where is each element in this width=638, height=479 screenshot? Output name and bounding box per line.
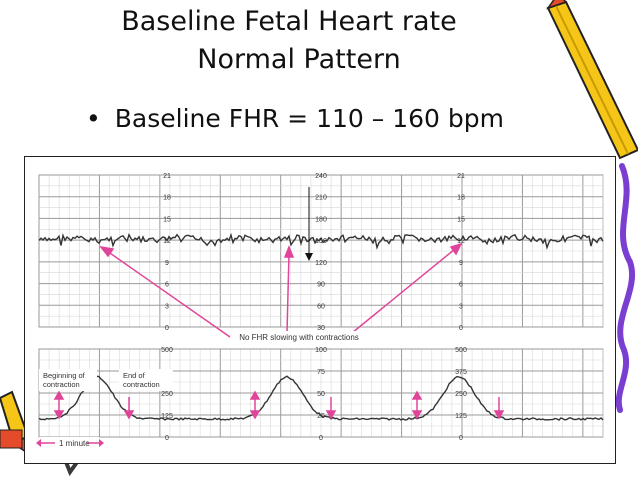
fhr-scale-right: 21 18 15 12 9 6 3 0 — [457, 173, 465, 332]
fhr-scale-tick: 9 — [165, 260, 169, 267]
fhr-scale-tick: 3 — [459, 303, 463, 310]
slide-title-line1: Baseline Fetal Heart rate — [121, 6, 457, 37]
uc-scale-tick: 250 — [161, 391, 173, 398]
uc-scale-tick: 0 — [165, 435, 169, 442]
begin-contraction-label-1: Beginning of — [43, 371, 86, 380]
fhr-scale-tick: 210 — [315, 195, 327, 202]
fhr-scale-tick: 0 — [165, 325, 169, 332]
fhr-scale-tick: 180 — [315, 216, 327, 223]
end-contraction-label-1: End of — [123, 371, 146, 380]
fhr-scale-tick: 30 — [317, 325, 325, 332]
label-bg — [39, 369, 97, 391]
uc-scale-tick: 0 — [319, 435, 323, 442]
fhr-scale-tick: 15 — [457, 216, 465, 223]
pencil-icon — [546, 0, 638, 160]
uc-scale-tick: 125 — [161, 413, 173, 420]
fhr-grid — [38, 174, 604, 328]
uc-scale-tick: 500 — [161, 347, 173, 354]
label-bg — [119, 369, 173, 391]
bullet-point: • Baseline FHR = 110 – 160 bpm — [86, 104, 504, 133]
fhr-scale-tick: 0 — [459, 325, 463, 332]
uc-scale-tick: 125 — [455, 413, 467, 420]
fhr-scale-tick: 9 — [459, 260, 463, 267]
annotation-bg — [233, 331, 365, 343]
pink-arrows-fhr — [99, 242, 463, 338]
fhr-scale-tick: 90 — [317, 282, 325, 289]
one-minute-label: 1 minute — [59, 439, 90, 448]
bullet-text: Baseline FHR = 110 – 160 bpm — [114, 104, 504, 133]
uc-trace-line — [38, 375, 604, 421]
end-contraction-label-2: contraction — [123, 380, 160, 389]
fhr-scale-tick: 15 — [163, 216, 171, 223]
black-arrow-icon — [305, 187, 313, 261]
fhr-scale-tick: 120 — [315, 260, 327, 267]
one-minute-indicator: 1 minute — [36, 437, 104, 449]
pink-arrows-uc — [53, 390, 505, 420]
uc-grid — [38, 348, 604, 438]
uc-scale-tick: 50 — [317, 391, 325, 398]
begin-contraction-label-2: contraction — [43, 380, 80, 389]
uc-scale-tick: 75 — [317, 369, 325, 376]
fhr-trace-line — [38, 232, 604, 250]
fhr-scale-tick: 12 — [457, 238, 465, 245]
squiggle-icon — [615, 163, 635, 413]
fhr-scale-tick: 240 — [315, 173, 327, 180]
fhr-scale-tick: 6 — [459, 282, 463, 289]
fhr-scale-tick: 3 — [165, 303, 169, 310]
fhr-scale-tick: 21 — [163, 173, 171, 180]
uc-scale-tick: 100 — [315, 347, 327, 354]
uc-scale-tick: 500 — [455, 347, 467, 354]
fetal-monitor-strip: 21 18 15 12 9 6 3 0 240 210 180 150 120 90 60 30 21 18 1… — [24, 156, 616, 464]
bullet-icon: • — [86, 104, 101, 133]
uc-scale-tick: 0 — [459, 435, 463, 442]
fhr-scale-tick: 18 — [163, 195, 171, 202]
fhr-scale-tick: 6 — [165, 282, 169, 289]
uc-scale-right: 500 375 250 125 0 — [455, 347, 467, 442]
fhr-scale-tick: 60 — [317, 303, 325, 310]
fhr-scale-tick: 150 — [315, 238, 327, 245]
fhr-scale-tick: 18 — [457, 195, 465, 202]
uc-scale-tick: 250 — [455, 391, 467, 398]
fhr-scale-center: 240 210 180 150 120 90 60 30 — [315, 173, 327, 332]
uc-scale-tick: 375 — [455, 369, 467, 376]
fhr-annotation-label: No FHR slowing with contractions — [239, 333, 359, 342]
slide-title-line2: Normal Pattern — [197, 44, 401, 75]
fhr-scale-tick: 21 — [457, 173, 465, 180]
